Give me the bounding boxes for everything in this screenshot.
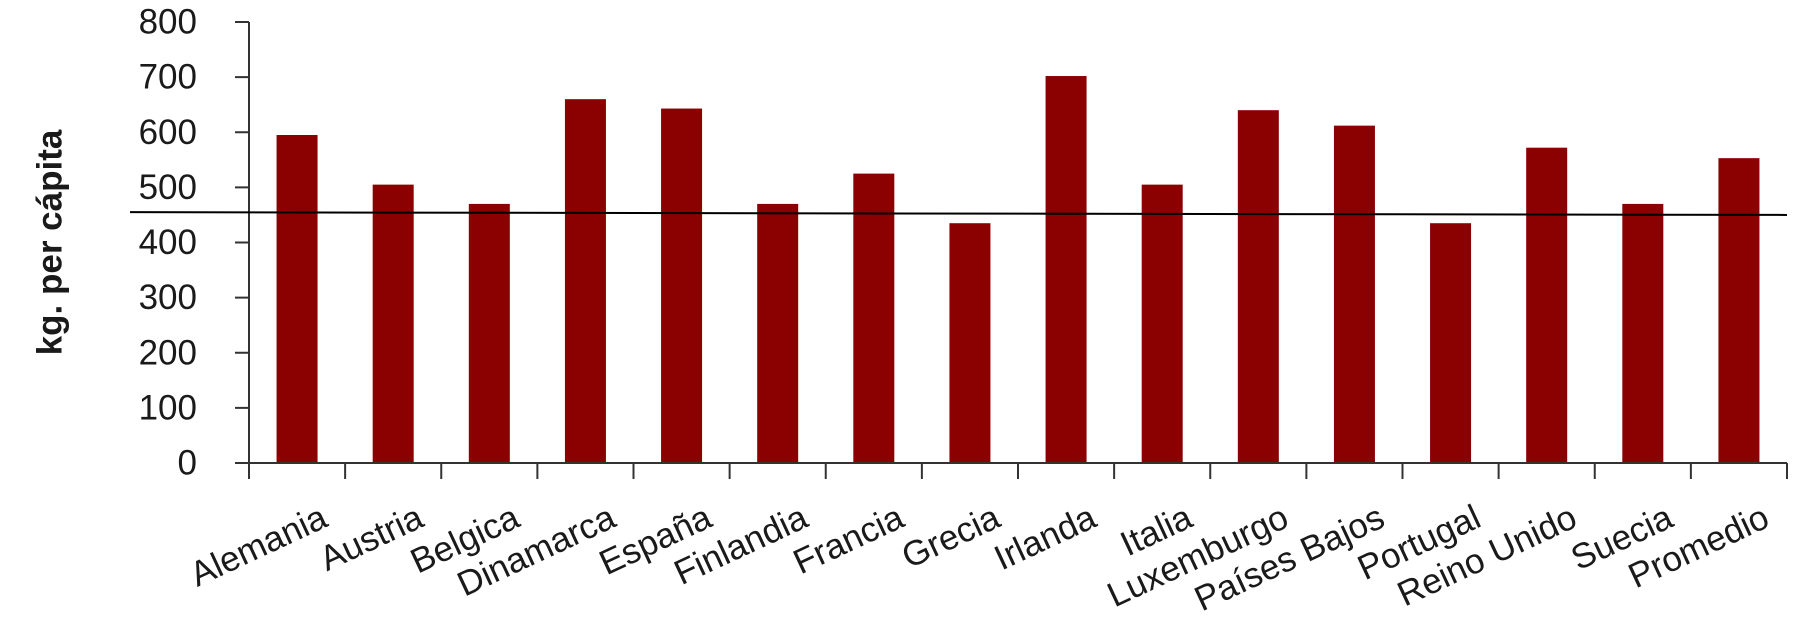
- bar: [1718, 158, 1760, 463]
- bar: [1045, 76, 1087, 464]
- bar: [1430, 223, 1472, 463]
- bar: [276, 135, 318, 463]
- bar: [564, 99, 606, 464]
- x-category-label: Francia: [787, 497, 910, 582]
- bar: [853, 173, 895, 463]
- bar: [1526, 147, 1568, 463]
- x-axis-labels: AlemaniaAustriaBelgicaDinamarcaEspañaFin…: [184, 497, 1775, 619]
- bar: [661, 108, 703, 463]
- y-tick-label: 0: [178, 444, 197, 483]
- y-tick-label: 800: [139, 3, 197, 42]
- y-axis-title: kg. per cápita: [30, 129, 69, 355]
- bar: [372, 184, 414, 463]
- bar: [1333, 125, 1375, 463]
- x-category-label: Austria: [314, 497, 430, 579]
- bar: [1622, 203, 1664, 463]
- bar: [757, 203, 799, 463]
- x-category-label: Grecia: [896, 497, 1006, 576]
- reference-line-group: [129, 211, 1788, 216]
- y-tick-label: 300: [139, 278, 197, 317]
- bar: [1141, 184, 1183, 463]
- y-tick-label: 100: [139, 388, 197, 427]
- y-axis-title-group: kg. per cápita: [30, 129, 69, 355]
- y-tick-label: 700: [139, 58, 197, 97]
- bar: [1237, 110, 1279, 463]
- x-category-label: Irlanda: [988, 497, 1102, 578]
- y-axis: 0 100 200 300 400 500 600 700 800: [139, 3, 250, 483]
- bar: [949, 223, 991, 463]
- bar: [468, 203, 510, 463]
- y-tick-label: 500: [139, 168, 197, 207]
- x-category-label: Alemania: [184, 497, 333, 594]
- reference-line: [129, 211, 1788, 216]
- bars: [276, 76, 1760, 464]
- y-tick-label: 400: [139, 223, 197, 262]
- y-tick-label: 600: [139, 113, 197, 152]
- y-tick-label: 200: [139, 333, 197, 372]
- x-axis: [248, 462, 1788, 479]
